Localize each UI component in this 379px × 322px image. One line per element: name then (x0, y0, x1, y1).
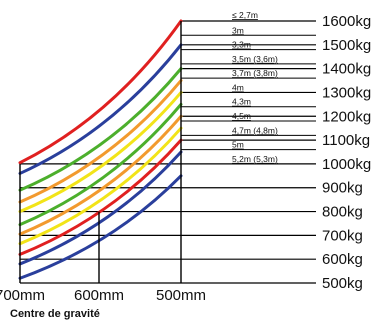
x-label: 500mm (156, 287, 206, 304)
reach-label: 4,5m (232, 111, 251, 121)
x-label: 700mm (0, 287, 45, 304)
reach-label: 3,3m (232, 40, 251, 50)
load-curve (18, 90, 183, 214)
reach-label: ≤ 2,7m (232, 10, 258, 20)
load-curve (18, 43, 183, 175)
reach-label: 4,7m (4,8m) (232, 125, 278, 135)
load-curve (18, 126, 183, 246)
weight-label: 500kg (322, 275, 363, 292)
load-curves (18, 19, 183, 280)
weight-label: 1600kg (322, 13, 371, 30)
weight-label: 900kg (322, 180, 363, 197)
reach-labels: ≤ 2,7m 3m 3,3m 3,5m (3,6m) 3,7m (3,8m) 4m 4,3m… (232, 10, 278, 164)
weight-label: 1500kg (322, 37, 371, 54)
weight-label: 1100kg (322, 132, 370, 149)
x-label: 600mm (74, 287, 124, 304)
load-curve (18, 79, 183, 204)
load-curve (18, 138, 183, 256)
reach-label: 3m (232, 25, 244, 35)
weight-labels: 1600kg 1500kg 1400kg 1300kg 1200kg 1100kg 1000… (322, 13, 371, 292)
load-curve (18, 150, 183, 266)
weight-label: 1400kg (322, 61, 371, 78)
reach-label: 4m (232, 82, 244, 92)
reach-label: 3,5m (3,6m) (232, 54, 278, 64)
weight-label: 800kg (322, 204, 363, 221)
x-axis-title: Centre de gravité (10, 308, 100, 320)
load-curve (18, 67, 183, 192)
weight-label: 600kg (322, 251, 363, 268)
load-curve (18, 174, 183, 280)
vertical-gridlines (19, 21, 182, 283)
load-curve (18, 114, 183, 236)
reach-label: 5,2m (5,3m) (232, 154, 278, 164)
load-curve (18, 102, 183, 227)
weight-label: 1000kg (322, 156, 371, 173)
weight-label: 1300kg (322, 84, 371, 101)
grid (20, 20, 316, 284)
reach-label: 3,7m (3,8m) (232, 68, 278, 78)
load-curve (18, 19, 183, 165)
weight-label: 1200kg (322, 108, 371, 125)
x-axis-labels: 700mm 600mm 500mm (0, 287, 206, 304)
reach-label: 4,3m (232, 97, 251, 107)
reach-label: 5m (232, 140, 244, 150)
weight-label: 700kg (322, 227, 363, 244)
